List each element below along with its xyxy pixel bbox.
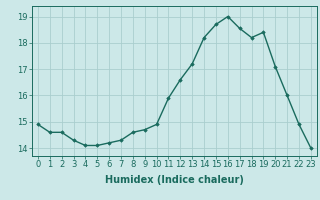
X-axis label: Humidex (Indice chaleur): Humidex (Indice chaleur) [105, 175, 244, 185]
